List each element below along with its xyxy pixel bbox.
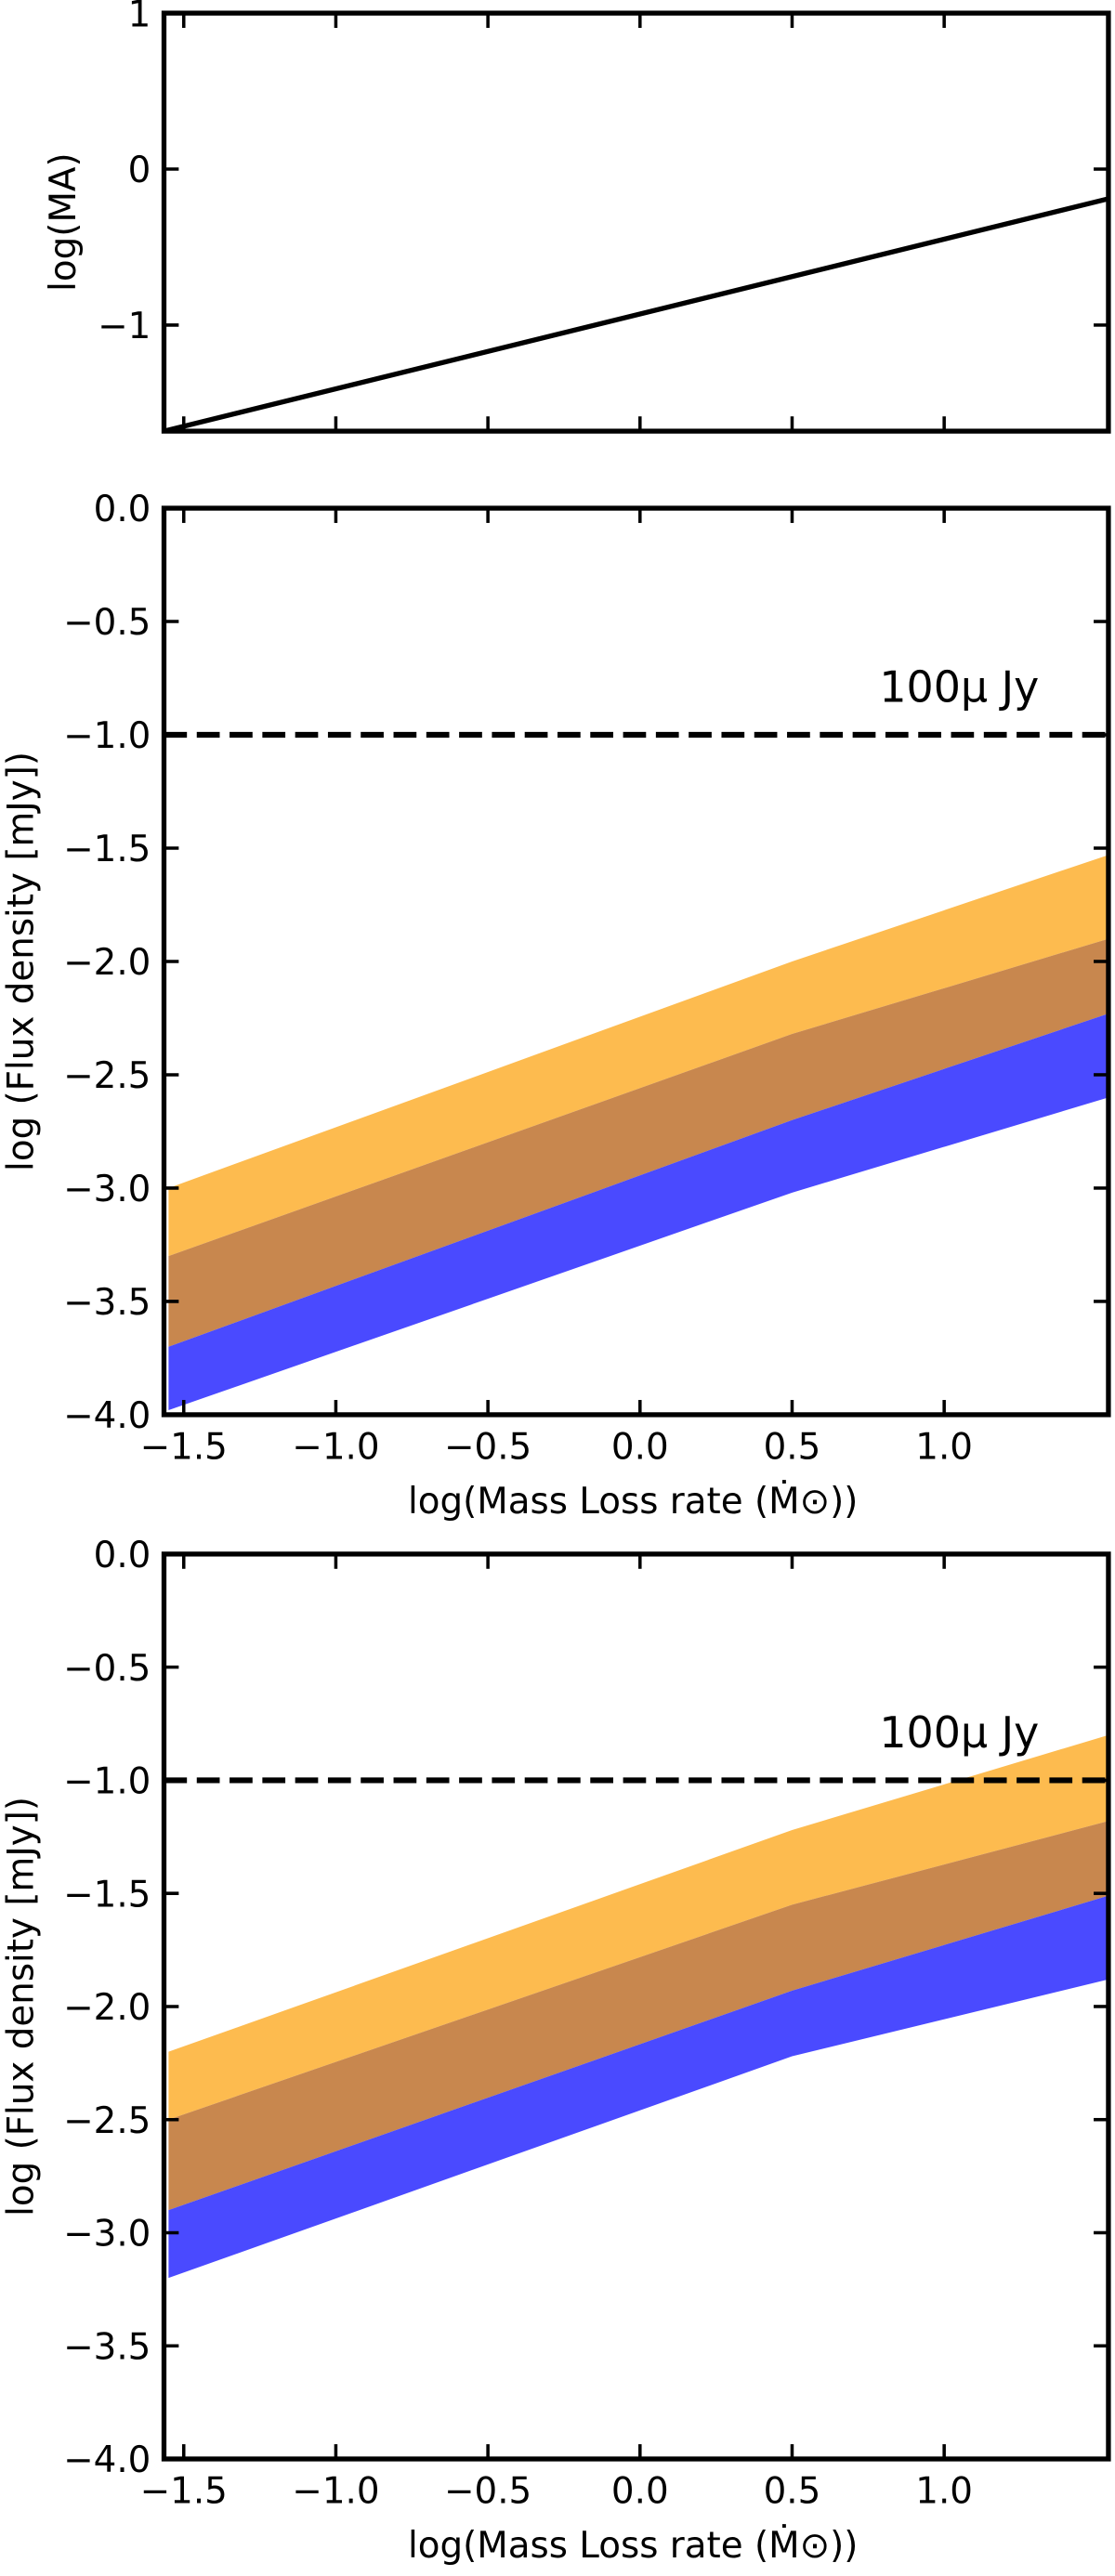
x-tick-label: −1.5 bbox=[140, 2471, 228, 2513]
y-tick-label: −4.0 bbox=[63, 1395, 151, 1437]
x-tick-label: 0.0 bbox=[611, 1427, 669, 1469]
y-axis-label: log (Flux density [mJy]) bbox=[0, 1797, 42, 2216]
x-axis-label: log(Mass Loss rate (Ṁ⊙)) bbox=[408, 2524, 858, 2567]
panel: −1 0 1 log(MA) bbox=[43, 0, 1111, 434]
y-tick-label: −2.5 bbox=[63, 2100, 151, 2142]
x-tick-label: −1.0 bbox=[292, 2471, 379, 2513]
y-tick-label: −2.5 bbox=[63, 1055, 151, 1097]
band bbox=[168, 1013, 1108, 1411]
band bbox=[168, 1734, 1108, 2120]
panel: 100μ Jy −1.5 −1.0 −0.5 0.0 0.5 1.0 −4.0 −3.5 −3.0… bbox=[0, 1535, 1111, 2567]
y-tick-label: −1.0 bbox=[63, 715, 151, 757]
plot-area bbox=[164, 1734, 1108, 2279]
y-tick-label: −0.5 bbox=[63, 1648, 151, 1690]
y-tick-label: −1.5 bbox=[63, 1874, 151, 1916]
x-tick-label: −1.5 bbox=[140, 1427, 228, 1469]
frame bbox=[161, 10, 1111, 434]
x-tick-label: 1.0 bbox=[915, 1427, 973, 1469]
y-tick-label: −3.0 bbox=[63, 1169, 151, 1210]
band bbox=[168, 938, 1108, 1347]
y-tick-label: −1 bbox=[98, 306, 151, 347]
y-tick-label: −2.0 bbox=[63, 942, 151, 984]
band bbox=[168, 855, 1108, 1257]
annotation: 100μ Jy bbox=[879, 1707, 1039, 1758]
x-tick-label: 0.0 bbox=[611, 2471, 669, 2513]
y-tick-label: −3.5 bbox=[63, 1282, 151, 1324]
y-tick-label: 0.0 bbox=[94, 489, 151, 530]
x-axis-label: log(Mass Loss rate (Ṁ⊙)) bbox=[408, 1480, 858, 1523]
x-tick-label: 1.0 bbox=[915, 2471, 973, 2513]
y-tick-label: 0 bbox=[128, 150, 151, 191]
annotation: 100μ Jy bbox=[879, 662, 1039, 713]
y-axis-label: log(MA) bbox=[43, 152, 85, 292]
y-tick-label: −3.0 bbox=[63, 2214, 151, 2256]
x-tick-label: −1.0 bbox=[292, 1427, 379, 1469]
y-tick-label: −1.5 bbox=[63, 829, 151, 870]
panel: 100μ Jy −1.5 −1.0 −0.5 0.0 0.5 1.0 −4.0 −3.5 −3.0… bbox=[0, 489, 1111, 1523]
y-axis-label: log (Flux density [mJy]) bbox=[0, 752, 42, 1171]
y-tick-label: 0.0 bbox=[94, 1535, 151, 1576]
y-tick-label: −4.0 bbox=[63, 2439, 151, 2481]
y-tick-label: −2.0 bbox=[63, 1987, 151, 2029]
y-tick-label: −0.5 bbox=[63, 602, 151, 644]
plot-area bbox=[164, 731, 1108, 1411]
band bbox=[168, 1895, 1108, 2279]
x-tick-label: −0.5 bbox=[444, 1427, 531, 1469]
x-tick-label: 0.5 bbox=[764, 2471, 821, 2513]
y-tick-label: 1 bbox=[128, 0, 151, 35]
line bbox=[164, 196, 1108, 432]
x-tick-label: 0.5 bbox=[764, 1427, 821, 1469]
band bbox=[168, 1821, 1108, 2211]
plot-area bbox=[164, 196, 1108, 432]
x-tick-label: −0.5 bbox=[444, 2471, 531, 2513]
y-tick-label: −3.5 bbox=[63, 2326, 151, 2368]
y-tick-label: −1.0 bbox=[63, 1761, 151, 1803]
